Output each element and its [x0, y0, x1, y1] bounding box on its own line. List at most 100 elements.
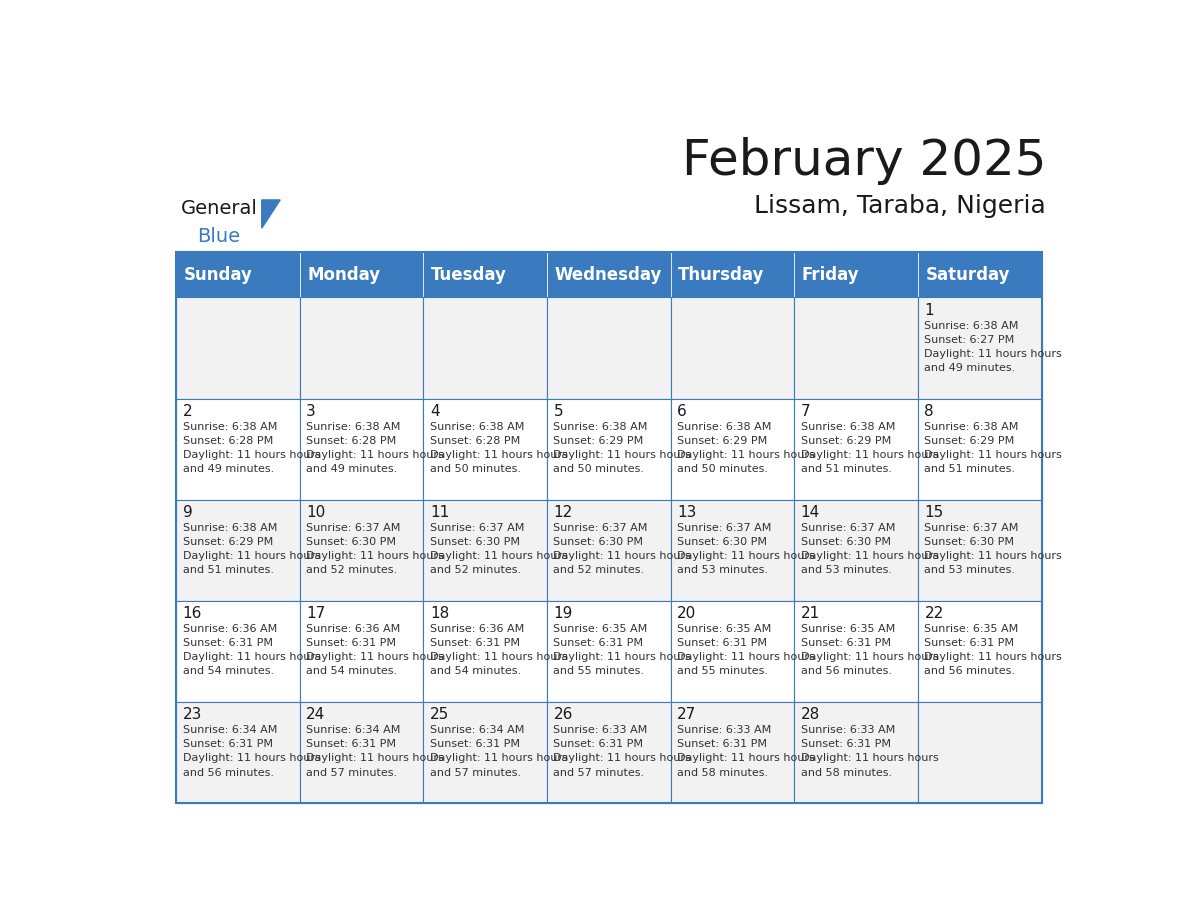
Text: and 49 minutes.: and 49 minutes. — [924, 364, 1016, 374]
Text: Daylight: 11 hours hours: Daylight: 11 hours hours — [554, 450, 691, 460]
Text: 2: 2 — [183, 404, 192, 420]
Text: and 54 minutes.: and 54 minutes. — [183, 666, 273, 677]
Text: Sunrise: 6:38 AM: Sunrise: 6:38 AM — [183, 422, 277, 431]
Text: 27: 27 — [677, 708, 696, 722]
Bar — [546, 600, 671, 701]
Text: Sunset: 6:30 PM: Sunset: 6:30 PM — [677, 537, 767, 547]
Text: 11: 11 — [430, 505, 449, 521]
Text: Sunrise: 6:37 AM: Sunrise: 6:37 AM — [677, 523, 771, 533]
Text: Sunrise: 6:36 AM: Sunrise: 6:36 AM — [430, 624, 524, 634]
Text: Sunset: 6:28 PM: Sunset: 6:28 PM — [183, 436, 273, 446]
Bar — [546, 499, 671, 600]
Text: 1: 1 — [924, 303, 934, 319]
Text: and 57 minutes.: and 57 minutes. — [554, 767, 645, 778]
Text: Sunset: 6:31 PM: Sunset: 6:31 PM — [801, 638, 891, 648]
Text: General: General — [181, 198, 258, 218]
Text: Saturday: Saturday — [925, 265, 1010, 284]
Text: Daylight: 11 hours hours: Daylight: 11 hours hours — [554, 754, 691, 764]
Text: Daylight: 11 hours hours: Daylight: 11 hours hours — [183, 754, 321, 764]
Text: Daylight: 11 hours hours: Daylight: 11 hours hours — [924, 450, 1062, 460]
Bar — [918, 600, 1042, 701]
Text: Daylight: 11 hours hours: Daylight: 11 hours hours — [307, 450, 444, 460]
Bar — [546, 252, 671, 297]
Text: Sunrise: 6:37 AM: Sunrise: 6:37 AM — [924, 523, 1019, 533]
Bar — [423, 252, 546, 297]
Text: Sunset: 6:29 PM: Sunset: 6:29 PM — [924, 436, 1015, 446]
Text: Daylight: 11 hours hours: Daylight: 11 hours hours — [554, 551, 691, 561]
Bar — [299, 701, 423, 803]
Text: Sunrise: 6:34 AM: Sunrise: 6:34 AM — [430, 725, 524, 735]
Text: Sunset: 6:30 PM: Sunset: 6:30 PM — [307, 537, 397, 547]
Text: Sunset: 6:30 PM: Sunset: 6:30 PM — [430, 537, 520, 547]
Text: and 49 minutes.: and 49 minutes. — [307, 465, 398, 475]
Text: and 53 minutes.: and 53 minutes. — [801, 565, 892, 576]
Text: Friday: Friday — [802, 265, 859, 284]
Text: and 50 minutes.: and 50 minutes. — [430, 465, 520, 475]
Text: Sunset: 6:31 PM: Sunset: 6:31 PM — [924, 638, 1015, 648]
Bar — [671, 701, 795, 803]
Bar — [423, 499, 546, 600]
Text: Sunset: 6:31 PM: Sunset: 6:31 PM — [554, 739, 644, 749]
Text: Sunday: Sunday — [183, 265, 252, 284]
Text: and 54 minutes.: and 54 minutes. — [430, 666, 522, 677]
Text: Sunset: 6:31 PM: Sunset: 6:31 PM — [307, 638, 397, 648]
Text: Sunrise: 6:38 AM: Sunrise: 6:38 AM — [554, 422, 647, 431]
Text: Wednesday: Wednesday — [555, 265, 662, 284]
Text: Sunrise: 6:38 AM: Sunrise: 6:38 AM — [801, 422, 895, 431]
Bar — [423, 398, 546, 499]
Text: Sunrise: 6:34 AM: Sunrise: 6:34 AM — [183, 725, 277, 735]
Text: Sunset: 6:31 PM: Sunset: 6:31 PM — [554, 638, 644, 648]
Text: and 55 minutes.: and 55 minutes. — [677, 666, 769, 677]
Text: 18: 18 — [430, 607, 449, 621]
Text: Sunrise: 6:35 AM: Sunrise: 6:35 AM — [554, 624, 647, 634]
Text: Daylight: 11 hours hours: Daylight: 11 hours hours — [430, 653, 568, 662]
Text: and 54 minutes.: and 54 minutes. — [307, 666, 397, 677]
Text: and 52 minutes.: and 52 minutes. — [430, 565, 522, 576]
Text: and 56 minutes.: and 56 minutes. — [924, 666, 1016, 677]
Text: Sunset: 6:31 PM: Sunset: 6:31 PM — [430, 638, 520, 648]
Text: Daylight: 11 hours hours: Daylight: 11 hours hours — [801, 653, 939, 662]
Text: 16: 16 — [183, 607, 202, 621]
Text: Daylight: 11 hours hours: Daylight: 11 hours hours — [924, 349, 1062, 359]
Bar — [671, 398, 795, 499]
Text: Daylight: 11 hours hours: Daylight: 11 hours hours — [801, 450, 939, 460]
Text: 23: 23 — [183, 708, 202, 722]
Bar — [176, 297, 299, 398]
Bar — [918, 297, 1042, 398]
Text: and 55 minutes.: and 55 minutes. — [554, 666, 644, 677]
Text: Tuesday: Tuesday — [431, 265, 506, 284]
Text: Sunrise: 6:38 AM: Sunrise: 6:38 AM — [677, 422, 771, 431]
Bar — [918, 499, 1042, 600]
Text: Daylight: 11 hours hours: Daylight: 11 hours hours — [924, 551, 1062, 561]
Text: Sunrise: 6:36 AM: Sunrise: 6:36 AM — [307, 624, 400, 634]
Text: 13: 13 — [677, 505, 696, 521]
Text: 6: 6 — [677, 404, 687, 420]
Text: Daylight: 11 hours hours: Daylight: 11 hours hours — [307, 754, 444, 764]
Text: 21: 21 — [801, 607, 820, 621]
Text: 9: 9 — [183, 505, 192, 521]
Text: Sunset: 6:30 PM: Sunset: 6:30 PM — [554, 537, 644, 547]
Text: Sunrise: 6:33 AM: Sunrise: 6:33 AM — [677, 725, 771, 735]
Bar — [671, 499, 795, 600]
Bar — [176, 701, 299, 803]
Text: Daylight: 11 hours hours: Daylight: 11 hours hours — [307, 551, 444, 561]
Text: Daylight: 11 hours hours: Daylight: 11 hours hours — [677, 450, 815, 460]
Text: Sunset: 6:29 PM: Sunset: 6:29 PM — [677, 436, 767, 446]
Text: Daylight: 11 hours hours: Daylight: 11 hours hours — [801, 754, 939, 764]
Text: Sunrise: 6:37 AM: Sunrise: 6:37 AM — [554, 523, 647, 533]
Bar — [918, 398, 1042, 499]
Text: Sunrise: 6:38 AM: Sunrise: 6:38 AM — [307, 422, 400, 431]
Text: Sunrise: 6:38 AM: Sunrise: 6:38 AM — [924, 320, 1019, 330]
Text: February 2025: February 2025 — [682, 137, 1047, 185]
Text: 14: 14 — [801, 505, 820, 521]
Bar — [546, 297, 671, 398]
Text: and 49 minutes.: and 49 minutes. — [183, 465, 273, 475]
Text: 12: 12 — [554, 505, 573, 521]
Text: Daylight: 11 hours hours: Daylight: 11 hours hours — [924, 653, 1062, 662]
Text: Sunset: 6:31 PM: Sunset: 6:31 PM — [677, 638, 767, 648]
Text: 24: 24 — [307, 708, 326, 722]
Text: Sunset: 6:31 PM: Sunset: 6:31 PM — [307, 739, 397, 749]
Text: Sunrise: 6:35 AM: Sunrise: 6:35 AM — [924, 624, 1018, 634]
Text: Sunset: 6:31 PM: Sunset: 6:31 PM — [183, 638, 272, 648]
Text: Sunset: 6:30 PM: Sunset: 6:30 PM — [801, 537, 891, 547]
